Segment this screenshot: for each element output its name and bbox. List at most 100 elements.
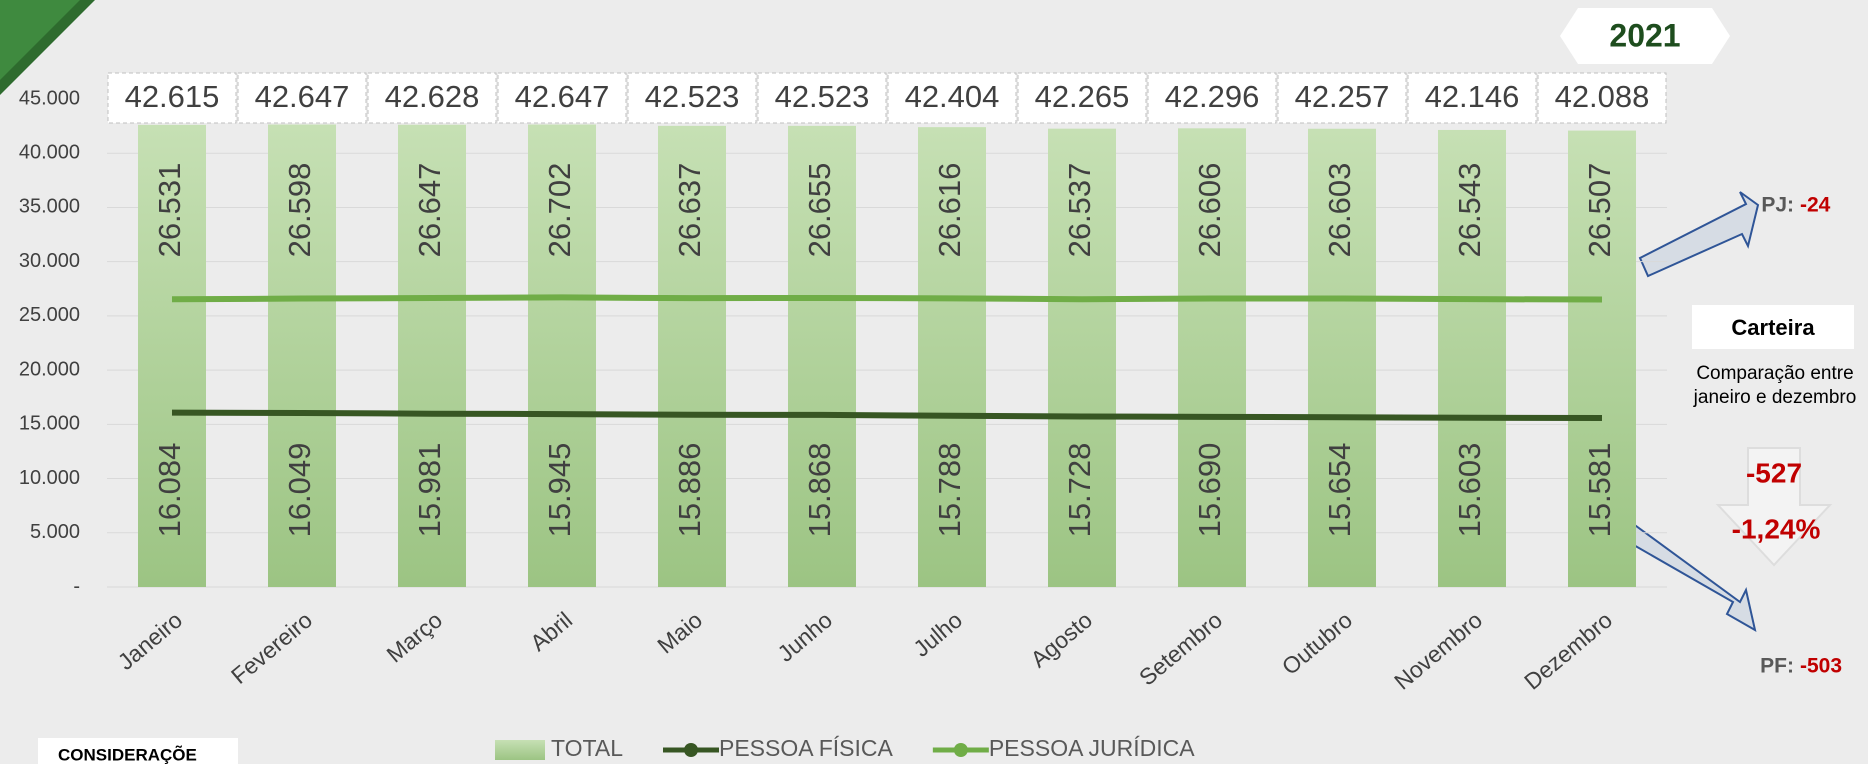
total-label-box	[887, 72, 1017, 124]
year-badge	[1560, 8, 1730, 64]
y-tick-label: 5.000	[30, 521, 80, 543]
data-label: 16.049	[282, 443, 317, 538]
bar	[1438, 129, 1506, 587]
data-label: 26.637	[672, 163, 707, 258]
total-label-box	[627, 72, 757, 124]
data-label: 26.537	[1062, 163, 1097, 258]
x-tick-label: Agosto	[1026, 607, 1098, 673]
footer: CONSIDERAÇÕE	[58, 744, 197, 764]
total-label: 42.265	[1035, 79, 1130, 114]
diff-percent: -1,24%	[1732, 513, 1821, 544]
legend-swatch	[495, 740, 545, 760]
data-label: 26.531	[152, 163, 187, 258]
data-label: 26.603	[1322, 163, 1357, 258]
total-label-box	[237, 72, 367, 124]
data-label: 15.581	[1582, 443, 1617, 538]
pj-label: PJ:	[1761, 194, 1794, 217]
y-tick-label: 25.000	[19, 304, 80, 326]
total-label: 42.523	[775, 79, 870, 114]
data-label: 15.690	[1192, 443, 1227, 538]
y-tick-label: 20.000	[19, 358, 80, 380]
total-label-box	[367, 72, 497, 124]
pj-value: -24	[1800, 194, 1831, 217]
bar	[918, 127, 986, 588]
total-label: 42.523	[645, 79, 740, 114]
data-label: 15.945	[542, 443, 577, 538]
data-label: 15.654	[1322, 443, 1357, 538]
data-label: 15.603	[1452, 443, 1487, 538]
y-tick-label: 30.000	[19, 250, 80, 272]
x-tick-label: Setembro	[1134, 607, 1227, 691]
bar	[788, 125, 856, 587]
data-label: 26.598	[282, 163, 317, 258]
corner-decoration	[0, 0, 80, 80]
legend-label: TOTAL	[551, 735, 623, 761]
y-tick-label: 40.000	[19, 142, 80, 164]
data-label: 15.981	[412, 443, 447, 538]
total-label-box	[1277, 72, 1407, 124]
legend-marker	[953, 743, 968, 757]
bar	[1568, 130, 1636, 587]
total-label: 42.296	[1165, 79, 1260, 114]
y-tick-label: 45.000	[19, 87, 80, 109]
arrow-down	[1623, 521, 1757, 632]
data-label: 15.886	[672, 443, 707, 538]
data-label: 26.507	[1582, 163, 1617, 258]
box-title: Carteira	[1731, 315, 1815, 340]
pf-label: PF:	[1760, 655, 1794, 678]
line	[171, 294, 1603, 303]
diff-total: -527	[1746, 457, 1802, 488]
pf-value: -503	[1800, 655, 1842, 678]
y-tick-label: 10.000	[19, 467, 80, 489]
data-label: 26.606	[1192, 163, 1227, 258]
total-label: 42.647	[515, 79, 610, 114]
data-label: 26.655	[802, 163, 837, 258]
data-label: 16.084	[152, 443, 187, 538]
legend-label: PESSOA FÍSICA	[719, 735, 893, 761]
arrow-up	[1638, 191, 1760, 278]
total-label: 42.647	[255, 79, 350, 114]
total-label: 42.628	[385, 79, 480, 114]
footer-box	[38, 738, 238, 764]
data-label: 15.728	[1062, 443, 1097, 538]
bar	[138, 124, 206, 587]
bar	[398, 124, 466, 587]
data-label: 26.702	[542, 163, 577, 258]
data-label: 26.616	[932, 163, 967, 258]
total-label: 42.257	[1295, 79, 1390, 114]
total-label-box	[757, 72, 887, 124]
total-label: 42.615	[125, 79, 220, 114]
down-arrow-shape	[1715, 447, 1833, 567]
box-title-bg	[1692, 305, 1854, 349]
y-tick-label: 35.000	[19, 196, 80, 218]
total-label-box	[1017, 72, 1147, 124]
total-label-box	[1407, 72, 1537, 124]
bar	[268, 124, 336, 588]
bar	[1308, 128, 1376, 587]
total-label-box	[497, 72, 627, 124]
x-tick-label: Novembro	[1389, 607, 1487, 695]
total-label-box	[1147, 72, 1277, 124]
bar	[1048, 128, 1116, 588]
total-label: 42.404	[905, 79, 1000, 114]
y-tick-label: -	[73, 575, 80, 597]
total-label: 42.088	[1555, 79, 1650, 114]
data-label: 26.647	[412, 163, 447, 258]
data-label: 15.868	[802, 443, 837, 538]
line	[171, 409, 1603, 422]
total-label-box	[107, 72, 237, 124]
comparison-text: Comparação entre janeiro e dezembro	[1693, 363, 1857, 408]
total-label: 42.146	[1425, 79, 1520, 114]
total-label-box	[1537, 72, 1667, 124]
x-tick-label: Dezembro	[1519, 607, 1617, 695]
x-tick-label: Junho	[772, 607, 837, 667]
x-tick-label: Fevereiro	[226, 607, 317, 689]
legend-label: PESSOA JURÍDICA	[989, 735, 1195, 761]
x-tick-label: Maio	[652, 607, 707, 659]
x-tick-label: Março	[381, 607, 447, 668]
x-tick-label: Julho	[908, 607, 967, 662]
x-tick-label: Abril	[525, 607, 577, 656]
data-label: 15.788	[932, 443, 967, 538]
legend-marker	[684, 743, 698, 757]
